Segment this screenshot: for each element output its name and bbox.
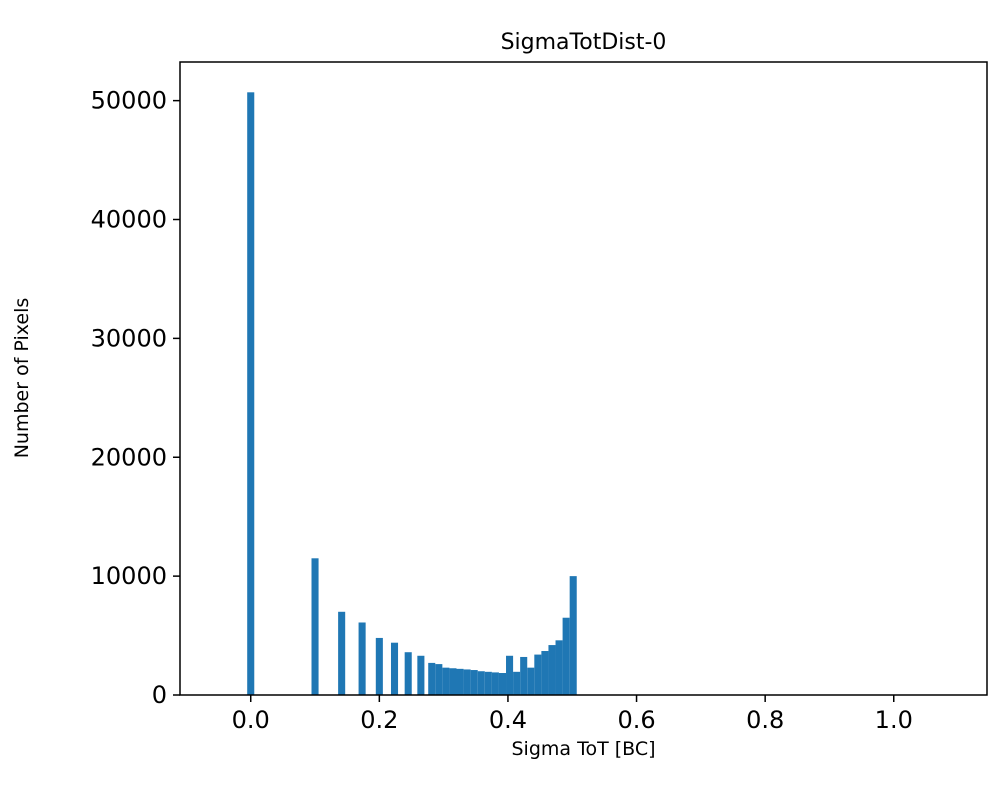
histogram-bar: [311, 558, 319, 695]
histogram-bar: [463, 669, 471, 695]
histogram-bar: [520, 656, 528, 695]
histogram-bar: [541, 651, 549, 695]
histogram-bar: [534, 654, 542, 695]
histogram-bar: [338, 611, 346, 695]
histogram-bar: [358, 622, 366, 695]
histogram-bar: [506, 655, 514, 695]
y-tick-label: 20000: [91, 443, 167, 471]
x-tick-label: 0.6: [617, 706, 655, 734]
histogram-bar: [390, 642, 399, 695]
histogram-bar: [375, 637, 383, 695]
x-tick-label: 1.0: [875, 706, 913, 734]
histogram-bar: [491, 672, 499, 695]
axes-frame: [179, 61, 988, 696]
histogram-bar: [442, 667, 450, 695]
histogram-bar: [247, 92, 255, 695]
histogram-bar: [404, 652, 412, 695]
histogram-bar: [548, 645, 556, 695]
histogram-bar: [435, 664, 443, 695]
y-tick-label: 0: [152, 681, 167, 709]
y-tick-label: 30000: [91, 324, 167, 352]
histogram-bar: [527, 667, 535, 695]
histogram-bar: [513, 671, 521, 695]
histogram-bar: [562, 617, 570, 695]
x-tick-label: 0.8: [746, 706, 784, 734]
y-tick-label: 40000: [91, 206, 167, 234]
y-tick-label: 50000: [91, 87, 167, 115]
y-axis-label: Number of Pixels: [11, 297, 33, 459]
histogram-bar: [470, 670, 478, 695]
histogram-bar: [449, 668, 457, 695]
y-tick-label: 10000: [91, 562, 167, 590]
histogram-bar: [498, 673, 507, 695]
histogram-bar: [555, 640, 563, 695]
x-tick-label: 0.2: [360, 706, 398, 734]
x-tick-label: 0.4: [489, 706, 527, 734]
histogram-bar: [456, 668, 464, 695]
histogram-bar: [477, 671, 485, 695]
histogram-bar: [428, 662, 436, 695]
histogram-bar: [569, 576, 577, 695]
x-tick-label: 0.0: [232, 706, 270, 734]
chart-title: SigmaTotDist-0: [500, 30, 667, 55]
histogram-bar: [417, 655, 425, 695]
x-axis-label: Sigma ToT [BC]: [511, 738, 656, 760]
histogram-bar: [484, 671, 492, 695]
